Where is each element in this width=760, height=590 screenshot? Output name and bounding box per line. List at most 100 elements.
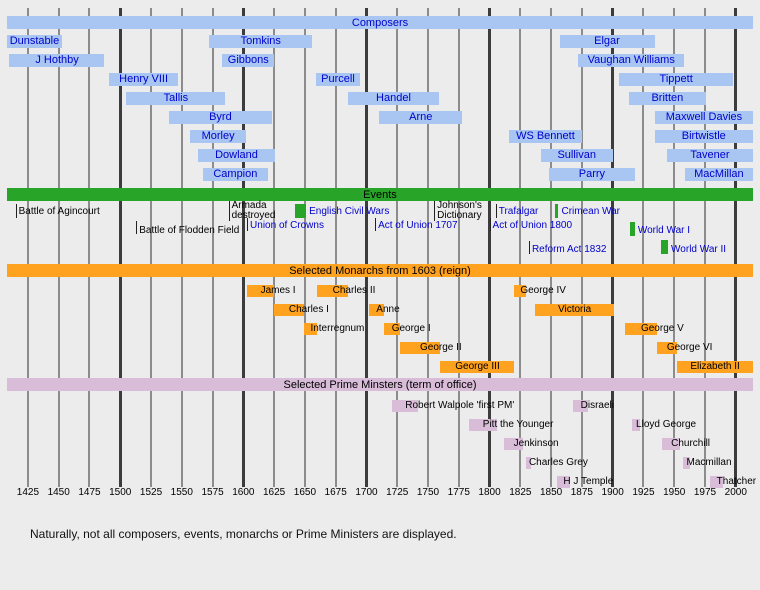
axis-year-label: 1725 — [386, 487, 409, 498]
event-war-bar — [629, 222, 635, 236]
axis-year-label: 1775 — [447, 487, 470, 498]
event-label: Battle of Flodden Field — [139, 225, 240, 236]
pm-label: Macmillan — [686, 457, 732, 468]
composer-label[interactable]: Purcell — [321, 73, 355, 85]
axis-year-label: 1475 — [78, 487, 101, 498]
composer-label[interactable]: MacMillan — [694, 168, 744, 180]
monarch-label: George VI — [666, 342, 713, 353]
composer-label[interactable]: Vaughan Williams — [587, 54, 675, 66]
axis-year-label: 1900 — [601, 487, 624, 498]
composer-label[interactable]: Byrd — [209, 111, 232, 123]
composer-label[interactable]: Tippett — [659, 73, 693, 85]
composer-bar — [169, 111, 272, 124]
gridline-1675 — [334, 8, 337, 487]
monarch-bar — [676, 361, 753, 373]
composer-label[interactable]: Parry — [578, 168, 606, 180]
composer-bar — [666, 149, 753, 162]
composer-label[interactable]: Tallis — [163, 92, 189, 104]
pm-bar — [468, 419, 497, 431]
composer-label[interactable]: Maxwell Davies — [665, 111, 743, 123]
axis-year-label: 1600 — [232, 487, 255, 498]
composer-label[interactable]: Morley — [201, 130, 235, 142]
pm-bar — [392, 400, 419, 412]
monarch-label: George IV — [520, 285, 566, 296]
composer-bar — [618, 73, 734, 86]
axis-year-label: 1450 — [47, 487, 70, 498]
event-label[interactable]: Union of Crowns — [250, 220, 324, 231]
composer-label[interactable]: Tomkins — [240, 35, 281, 47]
pm-bar — [526, 457, 532, 469]
composer-bar — [685, 168, 753, 181]
section-header-prime-ministers-label: Selected Prime Minsters (term of office) — [283, 378, 477, 391]
monarch-label: Interregnum — [310, 323, 365, 334]
composer-bar — [190, 130, 246, 143]
axis-year-label: 1500 — [109, 487, 132, 498]
composer-label[interactable]: WS Bennett — [516, 130, 575, 142]
monarch-bar — [656, 342, 677, 354]
composer-bar — [578, 54, 685, 67]
pm-label: Lloyd George — [636, 419, 697, 430]
composer-label[interactable]: Gibbons — [227, 54, 269, 66]
pm-label: Thatcher — [716, 476, 757, 487]
axis-year-label: 1425 — [16, 487, 40, 498]
event-label[interactable]: Crimean War — [561, 206, 621, 217]
monarch-label: Anne — [376, 304, 400, 315]
pm-bar — [709, 476, 724, 488]
composer-label[interactable]: Tavener — [690, 149, 730, 161]
monarch-label: Victoria — [558, 304, 592, 315]
monarch-bar — [247, 285, 275, 297]
composer-label[interactable]: Henry VIII — [119, 73, 169, 85]
event-label[interactable]: Trafalgar — [498, 206, 539, 217]
monarch-bar — [399, 342, 441, 354]
event-label[interactable]: Act of Union 1800 — [492, 220, 573, 231]
monarch-bar — [535, 304, 614, 316]
pm-label: Robert Walpole 'first PM' — [405, 400, 515, 411]
axis-year-label: 1800 — [478, 487, 501, 498]
composer-bar — [378, 111, 463, 124]
event-marker — [247, 218, 249, 231]
gridline-1900 — [611, 8, 615, 487]
composer-label[interactable]: Sullivan — [557, 149, 596, 161]
event-label[interactable]: Reform Act 1832 — [531, 244, 607, 255]
gridline-1575 — [211, 8, 214, 487]
composer-bar — [7, 35, 63, 48]
gridline-1750 — [427, 8, 429, 487]
composer-label[interactable]: Elgar — [594, 35, 620, 47]
gridline-1550 — [180, 8, 183, 487]
composer-bar — [347, 92, 440, 105]
gridline-1950 — [673, 8, 676, 487]
event-label[interactable]: Act of Union 1707 — [378, 220, 458, 231]
composer-label[interactable]: Dunstable — [9, 35, 60, 47]
composer-label[interactable]: Campion — [213, 168, 258, 180]
gridline-1800 — [488, 8, 492, 487]
axis-year-label: 2000 — [724, 487, 747, 498]
composer-bar — [202, 168, 268, 181]
composer-label[interactable]: Arne — [409, 111, 433, 123]
axis-year-label: 1750 — [416, 487, 440, 498]
event-label[interactable]: English Civil Wars — [309, 206, 390, 217]
pm-bar — [504, 438, 523, 450]
gridline-1600 — [241, 8, 245, 487]
axis-year-label: 1575 — [201, 487, 224, 498]
event-label: Battle of Agincourt — [18, 206, 100, 217]
axis-year-label: 1550 — [170, 487, 193, 498]
composer-label[interactable]: Dowland — [215, 149, 258, 161]
event-label[interactable]: World War I — [637, 225, 691, 236]
pm-bar — [632, 419, 640, 431]
monarch-label: Elizabeth II — [690, 361, 740, 372]
composer-label[interactable]: Britten — [651, 92, 684, 104]
monarch-label: George V — [640, 323, 684, 334]
monarch-label: George III — [455, 361, 500, 372]
pm-bar — [573, 400, 589, 412]
composer-label[interactable]: Handel — [376, 92, 411, 104]
axis-year-label: 1850 — [539, 487, 563, 498]
composer-label[interactable]: J Hothby — [35, 54, 79, 66]
event-war-bar — [660, 240, 669, 254]
section-header-composers-label: Composers — [351, 16, 409, 29]
event-label[interactable]: World War II — [671, 244, 727, 255]
composer-bar — [9, 54, 105, 67]
composer-bar — [197, 149, 276, 162]
gridline-1850 — [550, 8, 553, 487]
composer-label[interactable]: Birtwistle — [681, 130, 726, 142]
monarch-bar — [440, 361, 515, 373]
